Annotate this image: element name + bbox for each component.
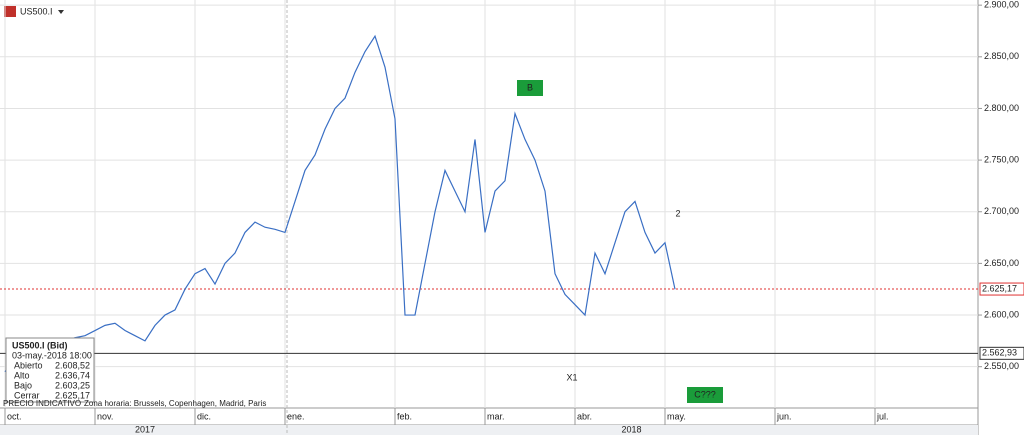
y-tick-label: 2.550,00	[984, 361, 1019, 371]
y-tick-label: 2.750,00	[984, 154, 1019, 164]
annotation: C???	[694, 389, 716, 399]
info-value: 2.608,52	[55, 360, 90, 370]
x-tick-label: ene.	[287, 411, 305, 421]
info-title: US500.I (Bid)	[12, 340, 68, 350]
x-tick-label: nov.	[97, 411, 113, 421]
price-tag	[979, 346, 1024, 360]
footer-timezone: Zona horaria: Brussels, Copenhagen, Madr…	[84, 399, 266, 408]
x-tick-label: mar.	[487, 411, 505, 421]
info-key: Alto	[14, 370, 30, 380]
y-tick-label: 2.850,00	[984, 51, 1019, 61]
info-key: Bajo	[14, 380, 32, 390]
year-label: 2018	[621, 424, 641, 434]
x-tick-label: jun.	[776, 411, 792, 421]
footer-indicative: PRECIO INDICATIVO	[3, 399, 81, 408]
x-tick-label: abr.	[577, 411, 592, 421]
x-tick-label: dic.	[197, 411, 211, 421]
y-tick-label: 2.700,00	[984, 206, 1019, 216]
y-tick-label: 2.600,00	[984, 309, 1019, 319]
info-date: 03-may.-2018 18:00	[12, 350, 92, 360]
y-tick-label: 2.900,00	[984, 0, 1019, 10]
y-tick-label: 2.650,00	[984, 258, 1019, 268]
info-key: Abierto	[14, 360, 43, 370]
x-tick-label: jul.	[876, 411, 889, 421]
annotation: B	[527, 82, 533, 92]
info-value: 2.603,25	[55, 380, 90, 390]
info-box	[5, 337, 95, 403]
annotation: 2	[675, 208, 680, 218]
dropdown-arrow[interactable]	[58, 10, 64, 14]
x-tick-label: feb.	[397, 411, 412, 421]
annotation-box	[517, 80, 543, 96]
symbol-icon	[4, 6, 16, 17]
y-tick-label: 2.800,00	[984, 103, 1019, 113]
symbol-title[interactable]: US500.I	[20, 6, 53, 16]
price-tag	[979, 282, 1024, 296]
info-key: Cerrar	[14, 390, 40, 400]
x-tick-label: may.	[667, 411, 686, 421]
axis-band	[0, 425, 978, 435]
annotation-box	[687, 387, 723, 403]
info-value: 2.636,74	[55, 370, 90, 380]
price-line-series	[4, 34, 676, 373]
info-value: 2.625,17	[55, 390, 90, 400]
annotation: X1	[566, 372, 577, 382]
price-tag-label: 2.562,93	[982, 348, 1017, 358]
price-tag-label: 2.625,17	[982, 283, 1017, 293]
x-tick-label: oct.	[7, 411, 22, 421]
year-label: 2017	[135, 424, 155, 434]
